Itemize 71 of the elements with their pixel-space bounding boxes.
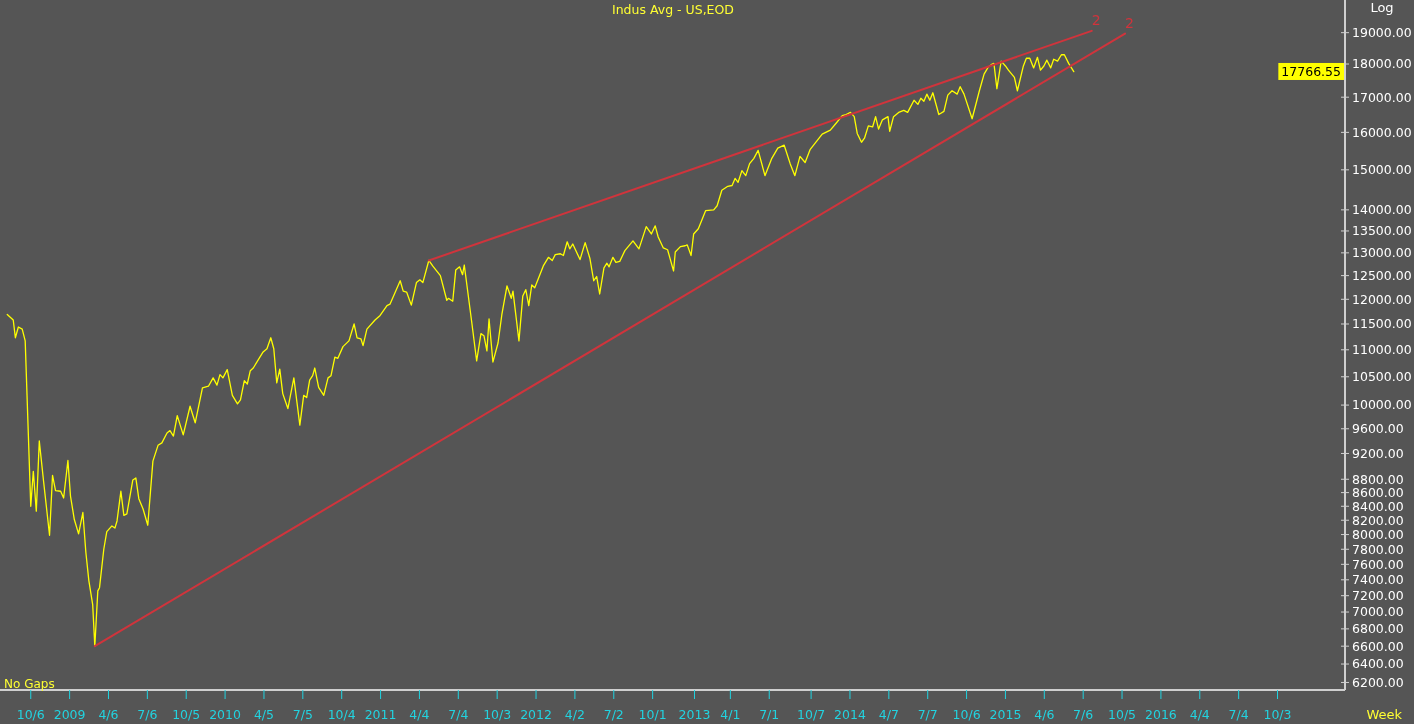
x-tick-label: 2013 (678, 707, 711, 722)
x-tick-label: 10/6 (952, 707, 981, 722)
y-tick-label: 6600.00 (1352, 638, 1404, 654)
x-tick-label: 7/5 (292, 707, 313, 722)
x-tick-label: 10/3 (483, 707, 512, 722)
x-tick-label: 7/7 (917, 707, 938, 722)
x-tick-label: 4/5 (253, 707, 275, 722)
y-tick-label: 12000.00 (1352, 291, 1412, 307)
x-tick-label: 7/4 (448, 707, 469, 722)
y-tick-label: 6800.00 (1352, 621, 1404, 637)
y-tick-label: 10000.00 (1352, 397, 1412, 413)
y-tick-label: 7400.00 (1352, 572, 1404, 588)
x-tick-label: 2009 (53, 707, 86, 722)
y-tick-label: 6400.00 (1352, 656, 1404, 672)
y-tick-label: 9600.00 (1352, 421, 1404, 437)
x-tick-label: 2010 (209, 707, 242, 722)
x-tick-label: 10/4 (327, 707, 356, 722)
y-tick-label: 16000.00 (1352, 124, 1412, 140)
y-tick-label: 7800.00 (1352, 541, 1404, 557)
x-tick-label: 10/5 (1108, 707, 1137, 722)
y-tick-label: 8200.00 (1352, 512, 1404, 528)
y-tick-label: 19000.00 (1352, 25, 1412, 41)
x-tick-label: 4/4 (1189, 707, 1210, 722)
x-tick-label: 4/1 (720, 707, 741, 722)
x-tick-label: 10/3 (1263, 707, 1292, 722)
y-tick-label: 8800.00 (1352, 471, 1404, 487)
x-tick-label: 4/6 (1034, 707, 1055, 722)
x-tick-label: 2012 (520, 707, 552, 722)
x-tick-label: 10/5 (172, 707, 201, 722)
y-tick-label: 8600.00 (1352, 484, 1404, 500)
y-tick-label: 8400.00 (1352, 498, 1404, 514)
annotation: 17766.55 (1281, 63, 1341, 79)
line-series (6, 54, 1075, 647)
y-tick-label: 7200.00 (1352, 588, 1404, 604)
x-tick-label: 7/6 (1073, 707, 1094, 722)
y-tick-label: 12500.00 (1352, 267, 1412, 283)
y-tick-label: 8000.00 (1352, 526, 1404, 542)
x-tick-label: 7/1 (759, 707, 780, 722)
y-tick-label: 13500.00 (1352, 223, 1412, 239)
y-tick-label: 11500.00 (1352, 316, 1412, 332)
y-tick-label: 7600.00 (1352, 556, 1404, 572)
y-tick-label: 18000.00 (1352, 56, 1412, 72)
x-tick-label: 4/6 (98, 707, 119, 722)
y-tick-label: 10500.00 (1352, 369, 1412, 385)
y-tick-label: 13000.00 (1352, 245, 1412, 261)
x-tick-label: 2015 (989, 707, 1022, 722)
series-label: 2 (1091, 11, 1101, 28)
x-tick-label: 7/2 (603, 707, 624, 722)
y-tick-label: 6200.00 (1352, 674, 1404, 690)
x-tick-label: 10/1 (638, 707, 667, 722)
x-tick-label: 7/4 (1228, 707, 1249, 722)
x-tick-label: 4/2 (564, 707, 585, 722)
x-tick-label: 7/6 (137, 707, 158, 722)
x-tick-label: 10/7 (797, 707, 826, 722)
x-tick-label: 4/7 (878, 707, 899, 722)
x-axis-title: Week (1366, 707, 1403, 722)
y-tick-label: 14000.00 (1352, 202, 1412, 218)
y-tick-label: 15000.00 (1352, 162, 1412, 178)
annotation: No Gaps (4, 677, 55, 691)
y-tick-label: 11000.00 (1352, 342, 1412, 358)
x-tick-label: 10/6 (16, 707, 45, 722)
y-axis-title: Log (1370, 0, 1394, 15)
chart-title: Indus Avg - US,EOD (612, 2, 734, 17)
y-tick-label: 7000.00 (1352, 604, 1404, 620)
x-tick-label: 2014 (834, 707, 866, 722)
series-label: 2 (1125, 14, 1134, 31)
x-tick-label: 2011 (364, 707, 397, 722)
x-tick-label: 2016 (1145, 707, 1177, 722)
y-tick-label: 9200.00 (1352, 445, 1404, 461)
x-tick-label: 4/4 (409, 707, 430, 722)
y-tick-label: 17000.00 (1352, 89, 1412, 105)
